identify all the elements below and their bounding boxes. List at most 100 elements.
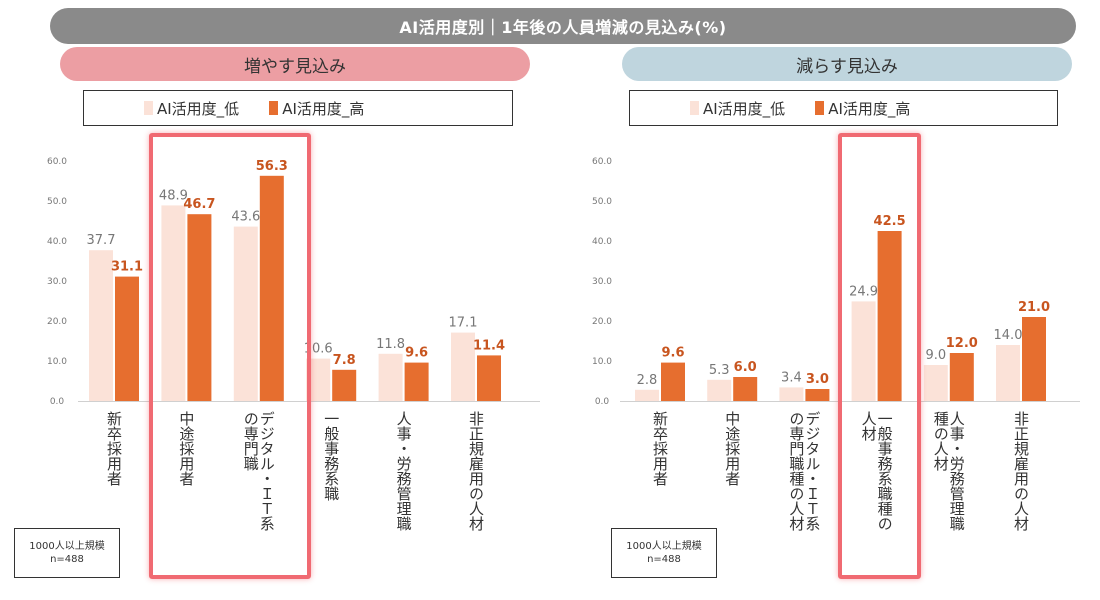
sample-note-n: n=488 <box>647 554 681 565</box>
bar-ai-low <box>707 379 732 401</box>
y-tick-label: 50.0 <box>592 197 612 207</box>
x-category-label: 人事・労務管理職 <box>395 411 413 531</box>
bar-ai-high <box>332 369 357 401</box>
bar-ai-low <box>779 387 804 401</box>
legend-label-high: AI活用度_高 <box>282 99 365 118</box>
x-category-label: 非正規雇用の人材 <box>1012 411 1030 531</box>
legend-swatch-low <box>690 101 699 115</box>
value-label-low: 14.0 <box>994 328 1023 343</box>
value-label-low: 9.0 <box>925 348 946 363</box>
value-label-high: 3.0 <box>806 372 829 387</box>
x-category-label: の専門職 <box>242 411 260 471</box>
y-tick-label: 40.0 <box>47 237 67 247</box>
x-category-label: 一般事務系職 <box>322 411 340 501</box>
value-label-low: 43.6 <box>231 210 260 225</box>
bar-ai-high <box>661 362 685 401</box>
value-label-high: 56.3 <box>256 159 288 174</box>
bar-ai-low <box>923 365 948 401</box>
sample-note-box: 1000人以上規模 n=488 <box>611 528 717 578</box>
legend-label-low: AI活用度_低 <box>703 99 786 118</box>
sample-note-n: n=488 <box>50 554 84 565</box>
legend-label-high: AI活用度_高 <box>828 99 911 118</box>
value-label-high: 9.6 <box>405 346 428 361</box>
value-label-low: 2.8 <box>637 373 658 388</box>
bar-ai-low <box>378 353 403 401</box>
value-label-high: 31.1 <box>111 260 143 275</box>
y-tick-label: 40.0 <box>592 237 612 247</box>
value-label-low: 24.9 <box>849 284 878 299</box>
legend-label-low: AI活用度_低 <box>157 99 240 118</box>
bar-ai-high <box>187 214 212 401</box>
value-label-high: 12.0 <box>946 336 978 351</box>
legend-swatch-high <box>269 101 279 115</box>
bar-ai-high <box>477 355 501 401</box>
value-label-low: 11.8 <box>376 337 405 352</box>
value-label-low: 5.3 <box>709 363 730 378</box>
value-label-high: 42.5 <box>874 214 906 229</box>
value-label-low: 48.9 <box>159 188 188 203</box>
x-category-label: 人事・労務管理職 <box>948 411 966 531</box>
y-tick-label: 30.0 <box>592 277 612 287</box>
bar-ai-low <box>851 301 876 401</box>
bar-ai-high <box>259 175 284 401</box>
increase-section-banner: 増やす見込み <box>60 47 530 81</box>
decrease-bar-chart: 0.0 10.0 20.0 30.0 40.0 50.0 60.0 2.89.6 新卒採用者 5.… <box>592 157 1080 531</box>
y-tick-label: 60.0 <box>592 157 612 167</box>
y-tick-label: 50.0 <box>47 197 67 207</box>
x-category-label: 中途採用者 <box>177 411 195 486</box>
x-category-label: 新卒採用者 <box>651 411 669 486</box>
x-category-label: 種の人材 <box>932 411 950 471</box>
legend-swatch-high <box>815 101 825 115</box>
highlight-frame-decrease <box>838 133 921 579</box>
bar-ai-high <box>949 353 974 401</box>
y-tick-label: 20.0 <box>592 317 612 327</box>
bar-ai-low <box>233 226 258 401</box>
legend-item-high: AI活用度_高 <box>269 98 364 119</box>
y-tick-label: 0.0 <box>50 397 65 407</box>
sample-note-scope: 1000人以上規模 <box>29 541 105 552</box>
decrease-section-banner: 減らす見込み <box>622 47 1072 81</box>
value-label-high: 46.7 <box>183 197 215 212</box>
bar-ai-high <box>877 231 902 401</box>
legend-item-high: AI活用度_高 <box>815 98 910 119</box>
value-label-low: 37.7 <box>87 233 116 248</box>
y-tick-label: 20.0 <box>47 317 67 327</box>
x-category-label: 中途採用者 <box>723 411 741 486</box>
value-label-high: 21.0 <box>1018 300 1050 315</box>
y-tick-label: 10.0 <box>592 357 612 367</box>
value-label-high: 6.0 <box>734 360 757 375</box>
bar-ai-high <box>115 276 139 401</box>
bar-ai-low <box>996 345 1020 401</box>
value-label-high: 7.8 <box>333 353 356 368</box>
increase-bar-chart: 0.0 10.0 20.0 30.0 40.0 50.0 60.0 37.7 31.1 新卒採用者… <box>47 157 540 531</box>
y-tick-label: 30.0 <box>47 277 67 287</box>
bar-ai-high <box>1022 317 1046 401</box>
value-label-low: 17.1 <box>449 316 478 331</box>
x-category-label: デジタル・ＩＴ系 <box>258 411 276 531</box>
y-tick-label: 0.0 <box>595 397 610 407</box>
x-category-label: の専門職種の人材 <box>787 411 805 531</box>
sample-note-box: 1000人以上規模 n=488 <box>14 528 120 578</box>
bar-ai-low <box>89 250 113 401</box>
legend-item-low: AI活用度_低 <box>690 98 785 119</box>
highlight-frame-increase <box>149 133 311 579</box>
x-category-label: デジタル・ＩＴ系 <box>803 411 821 531</box>
legend-increase: AI活用度_低 AI活用度_高 <box>83 90 513 126</box>
legend-swatch-low <box>144 101 153 115</box>
value-label-low: 3.4 <box>781 370 802 385</box>
bar-ai-high <box>404 362 429 401</box>
value-label-high: 11.4 <box>473 338 505 353</box>
bar-ai-low <box>161 205 186 401</box>
bar-ai-low <box>635 389 659 401</box>
bar-ai-high <box>733 377 758 401</box>
x-category-label: 非正規雇用の人材 <box>467 411 485 531</box>
legend-decrease: AI活用度_低 AI活用度_高 <box>629 90 1058 126</box>
y-tick-label: 10.0 <box>47 357 67 367</box>
bar-ai-low <box>451 332 475 401</box>
legend-item-low: AI活用度_低 <box>144 98 239 119</box>
bar-ai-high <box>805 389 830 401</box>
chart-main-title: AI活用度別｜1年後の人員増減の見込み(%) <box>50 8 1076 44</box>
y-tick-label: 60.0 <box>47 157 67 167</box>
sample-note-scope: 1000人以上規模 <box>626 541 702 552</box>
value-label-high: 9.6 <box>661 346 684 361</box>
